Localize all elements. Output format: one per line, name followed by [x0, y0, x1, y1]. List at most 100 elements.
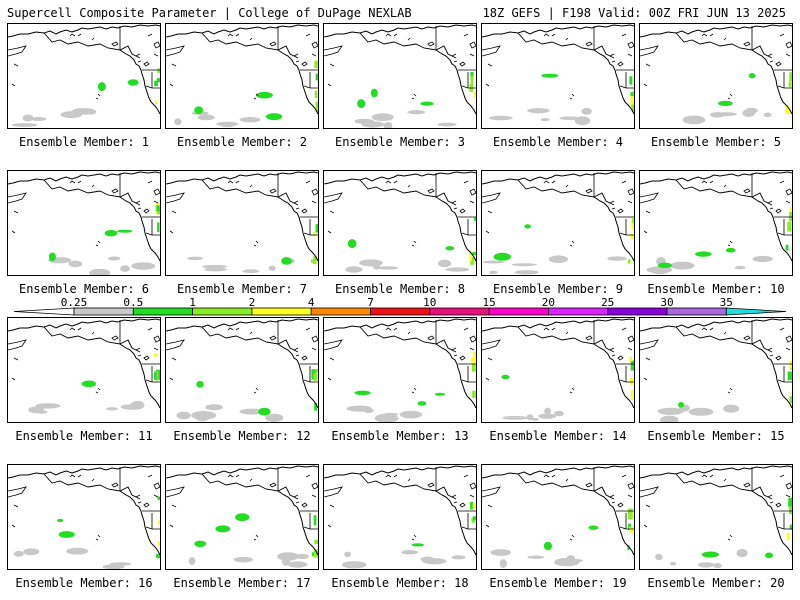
- field-blob: [472, 252, 476, 256]
- field-blob: [789, 396, 792, 404]
- ensemble-member-map: [639, 464, 793, 570]
- field-blob: [205, 404, 223, 411]
- field-blob: [469, 250, 472, 262]
- field-blob: [669, 561, 677, 566]
- field-blob: [201, 264, 228, 269]
- coastline: [324, 171, 476, 185]
- field-blob: [527, 108, 550, 114]
- islands: [169, 474, 300, 541]
- islands: [169, 327, 300, 394]
- field-blob: [383, 122, 393, 128]
- field-blob: [277, 552, 299, 561]
- bc-coast: [119, 49, 160, 115]
- field-blob: [233, 556, 254, 563]
- alaska-coast: [675, 473, 773, 500]
- field-blob: [411, 543, 424, 547]
- ensemble-member-label: Ensemble Member: 17: [173, 576, 311, 590]
- field-blob: [157, 222, 160, 233]
- bc-coast: [751, 196, 792, 262]
- islands: [169, 180, 300, 247]
- ensemble-member-label: Ensemble Member: 14: [489, 429, 627, 443]
- coastline: [482, 465, 634, 479]
- field-blob: [314, 539, 318, 544]
- field-blob: [543, 541, 552, 551]
- field-blob: [176, 411, 191, 420]
- alaska-coast: [359, 326, 457, 353]
- lakes: [459, 180, 476, 214]
- border-lines: [119, 320, 160, 383]
- field-blob: [315, 369, 318, 373]
- field-blob: [787, 371, 792, 381]
- field-blob: [311, 552, 314, 557]
- field-blob: [313, 515, 317, 526]
- field-blob: [281, 257, 292, 265]
- field-blob: [502, 416, 528, 420]
- field-blob: [81, 380, 97, 388]
- border-lines: [119, 173, 160, 236]
- field-blob: [657, 262, 672, 269]
- field-blob: [258, 407, 271, 416]
- field-blob: [670, 261, 695, 270]
- colorbar-tick-label: 1: [189, 296, 196, 309]
- field-blob: [377, 266, 399, 270]
- field-blob: [370, 88, 378, 98]
- ensemble-member-map: [639, 23, 793, 129]
- map-canvas: [640, 318, 792, 422]
- field-blob: [89, 268, 111, 275]
- map-canvas: [166, 318, 318, 422]
- field-blob: [788, 506, 792, 514]
- colorbar-tick-label: 35: [719, 296, 733, 309]
- field-blob: [630, 92, 634, 97]
- lakes: [775, 33, 792, 67]
- lakes: [775, 474, 792, 508]
- field-blob: [725, 247, 736, 253]
- coastline: [640, 318, 792, 332]
- colorbar-segment: [192, 307, 253, 316]
- islands: [485, 327, 616, 394]
- field-blob: [789, 207, 792, 212]
- field-blob: [156, 209, 160, 215]
- border-lines: [277, 467, 318, 530]
- canada-border: [8, 192, 27, 204]
- field-blob: [763, 112, 772, 118]
- canada-border: [640, 192, 659, 204]
- field-blob: [66, 547, 89, 555]
- field-blob: [120, 265, 130, 272]
- border-lines: [751, 26, 792, 89]
- canada-border: [166, 45, 185, 57]
- ensemble-member-label: Ensemble Member: 13: [331, 429, 469, 443]
- coastline: [8, 465, 160, 479]
- field-blob: [660, 415, 679, 422]
- field-blob: [629, 526, 634, 533]
- field-blob: [117, 229, 133, 233]
- colorbar-tick-label: 30: [660, 296, 674, 309]
- field-blob: [344, 551, 351, 557]
- field-blob: [785, 244, 789, 251]
- field-blob: [748, 73, 756, 79]
- field-blob: [345, 266, 363, 273]
- field-blob: [265, 413, 284, 422]
- field-blob: [361, 121, 385, 128]
- ensemble-member-label: Ensemble Member: 3: [334, 135, 466, 149]
- bc-coast: [277, 343, 318, 409]
- canada-border: [324, 45, 343, 57]
- colorbar-segment: [666, 307, 727, 316]
- field-blob: [187, 256, 203, 261]
- ensemble-member-map: [481, 464, 635, 570]
- field-blob: [57, 518, 64, 523]
- field-blob: [157, 496, 160, 500]
- ensemble-member-label: Ensemble Member: 11: [15, 429, 153, 443]
- field-blob: [315, 224, 318, 233]
- bc-coast: [751, 490, 792, 556]
- alaska-coast: [359, 32, 457, 59]
- field-blob: [630, 360, 634, 371]
- islands: [643, 327, 774, 394]
- ensemble-member-map: [323, 317, 477, 423]
- alaska-coast: [517, 326, 615, 353]
- field-blob: [511, 263, 537, 267]
- field-blob: [499, 559, 507, 569]
- bc-coast: [593, 49, 634, 115]
- field-blob: [629, 76, 633, 85]
- field-blob: [174, 118, 182, 126]
- coastline: [166, 318, 318, 332]
